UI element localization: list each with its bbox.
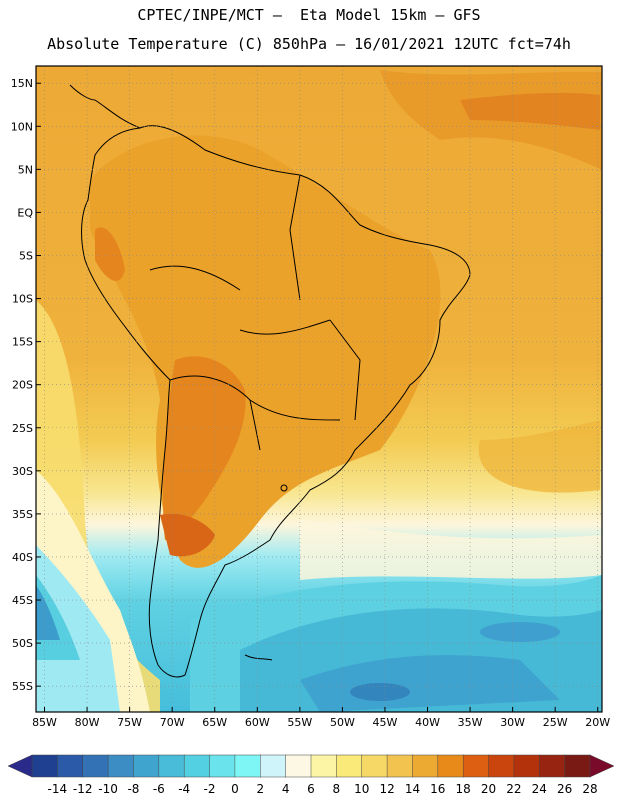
longitude-tick-label: 50W bbox=[330, 716, 355, 729]
colorbar-min-arrow bbox=[7, 754, 33, 778]
longitude-tick-label: 60W bbox=[245, 716, 270, 729]
temperature-field bbox=[36, 66, 602, 712]
colorbar-label: 12 bbox=[379, 782, 394, 796]
colorbar-label: -14 bbox=[48, 782, 68, 796]
longitude-tick-label: 35W bbox=[458, 716, 483, 729]
colorbar-bin bbox=[462, 754, 490, 778]
colorbar-label: -8 bbox=[127, 782, 139, 796]
longitude-tick-label: 45W bbox=[373, 716, 398, 729]
colorbar-label: 4 bbox=[282, 782, 290, 796]
colorbar-label: 8 bbox=[333, 782, 341, 796]
longitude-axis: 85W 80W 75W 70W 65W 60W 55W 50W 45W 40W 35W 30W 25W 2… bbox=[32, 707, 610, 729]
colorbar-label: 10 bbox=[354, 782, 369, 796]
longitude-tick-label: 75W bbox=[117, 716, 142, 729]
longitude-tick-label: 20W bbox=[585, 716, 610, 729]
plot-frame bbox=[35, 65, 603, 713]
colorbar-label: 0 bbox=[231, 782, 239, 796]
colorbar-bin bbox=[564, 754, 591, 778]
colorbar-bin bbox=[488, 754, 515, 778]
colorbar-label: 24 bbox=[532, 782, 547, 796]
latitude-tick-label: 15N bbox=[11, 77, 33, 90]
colorbar-bin bbox=[412, 754, 439, 778]
colorbar: -14 -12 -10 -8 -6 -4 -2 0 2 4 6 8 10 12 14 16 18 20 22 24 26… bbox=[7, 754, 615, 796]
colorbar-label: -6 bbox=[153, 782, 165, 796]
latitude-tick-label: 10S bbox=[12, 293, 33, 306]
latitude-axis: 15N 10N 5N EQ 5S 10S 15S 20S 25S 30S 35S 40S 45S 50S 5… bbox=[11, 77, 41, 693]
colorbar-label: 26 bbox=[557, 782, 572, 796]
coastlines bbox=[69, 84, 471, 678]
latitude-tick-label: 15S bbox=[12, 336, 33, 349]
latitude-tick-label: 25S bbox=[12, 422, 33, 435]
colorbar-bin bbox=[513, 754, 541, 778]
colorbar-bin bbox=[209, 754, 236, 778]
colorbar-label: 22 bbox=[506, 782, 521, 796]
colorbar-bin bbox=[158, 754, 185, 778]
latitude-tick-label: 30S bbox=[12, 465, 33, 478]
longitude-tick-label: 80W bbox=[75, 716, 100, 729]
colorbar-label: 16 bbox=[430, 782, 445, 796]
longitude-tick-label: 65W bbox=[202, 716, 227, 729]
latitude-tick-label: 5N bbox=[18, 163, 33, 176]
colorbar-label: 18 bbox=[456, 782, 471, 796]
longitude-tick-label: 25W bbox=[543, 716, 568, 729]
colorbar-label: 14 bbox=[405, 782, 420, 796]
map-title-line-1: CPTEC/INPE/MCT – Eta Model 15km – GFS bbox=[137, 6, 481, 24]
colorbar-bin bbox=[361, 754, 388, 778]
colorbar-bin bbox=[437, 754, 464, 778]
colorbar-bin bbox=[57, 754, 84, 778]
colorbar-label: -2 bbox=[204, 782, 216, 796]
colorbar-label: -10 bbox=[98, 782, 118, 796]
latitude-tick-label: 50S bbox=[12, 637, 33, 650]
latitude-tick-label: 20S bbox=[12, 379, 33, 392]
colorbar-bin bbox=[260, 754, 287, 778]
colorbar-label: 2 bbox=[256, 782, 264, 796]
latitude-tick-label: 10N bbox=[11, 120, 33, 133]
colorbar-label: 28 bbox=[582, 782, 597, 796]
colorbar-label: -4 bbox=[178, 782, 190, 796]
latitude-tick-label: 40S bbox=[12, 551, 33, 564]
colorbar-bin bbox=[133, 754, 160, 778]
longitude-tick-label: 40W bbox=[415, 716, 440, 729]
colorbar-bin bbox=[336, 754, 363, 778]
latitude-tick-label: 45S bbox=[12, 594, 33, 607]
colorbar-bin bbox=[285, 754, 312, 778]
colorbar-label: 6 bbox=[307, 782, 315, 796]
colorbar-bin bbox=[107, 754, 135, 778]
colorbar-bin bbox=[539, 754, 566, 778]
colorbar-bin bbox=[234, 754, 262, 778]
latitude-tick-label: EQ bbox=[17, 206, 33, 219]
latitude-tick-label: 55S bbox=[12, 680, 33, 693]
longitude-tick-label: 85W bbox=[32, 716, 57, 729]
colorbar-bin bbox=[386, 754, 414, 778]
colorbar-label: 20 bbox=[481, 782, 496, 796]
colorbar-label: -12 bbox=[73, 782, 93, 796]
longitude-tick-label: 30W bbox=[500, 716, 525, 729]
colorbar-bin bbox=[310, 754, 338, 778]
colorbar-bin bbox=[183, 754, 211, 778]
colorbar-max-arrow bbox=[589, 754, 615, 778]
map-title-line-2: Absolute Temperature (C) 850hPa – 16/01/… bbox=[47, 35, 571, 53]
colorbar-bin bbox=[82, 754, 109, 778]
longitude-tick-label: 70W bbox=[160, 716, 185, 729]
latitude-tick-label: 35S bbox=[12, 508, 33, 521]
latitude-tick-label: 5S bbox=[19, 249, 33, 262]
colorbar-bin bbox=[31, 754, 59, 778]
longitude-tick-label: 55W bbox=[287, 716, 312, 729]
